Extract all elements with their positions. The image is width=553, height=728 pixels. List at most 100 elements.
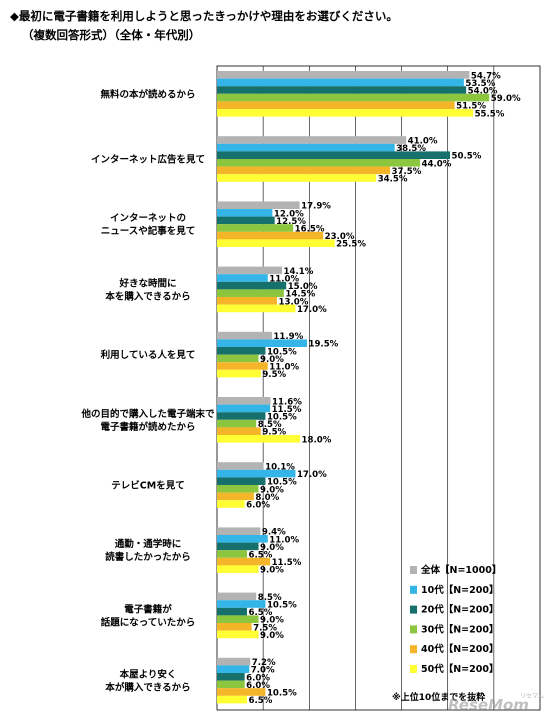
category-label: 通勤・通学時に [115, 538, 182, 550]
chart-title-line-2: （複数回答形式）（全体・年代別） [22, 28, 201, 42]
category-label: インターネット広告を見て [91, 154, 205, 166]
bar [217, 427, 261, 435]
bar [217, 485, 259, 493]
bar [217, 527, 261, 535]
bar [217, 542, 259, 551]
bar [217, 166, 391, 175]
legend-label: 40代【N=200】 [421, 643, 498, 655]
bar-value-label: 8.5% [258, 593, 282, 603]
legend-swatch [410, 605, 417, 614]
bar-value-label: 11.0% [269, 535, 299, 545]
bar [217, 600, 266, 608]
bar-value-label: 11.5% [272, 558, 302, 568]
bar-value-label: 18.0% [302, 435, 332, 445]
legend-swatch [410, 566, 417, 574]
bar [217, 500, 245, 508]
bar-value-label: 34.5% [378, 175, 408, 185]
bar [217, 281, 287, 290]
bar [217, 109, 474, 117]
bar-value-label: 9.0% [260, 355, 284, 365]
category-label: ニュースや記事を見て [101, 225, 196, 237]
bar-value-label: 11.9% [273, 332, 303, 342]
bar-value-label: 10.1% [265, 463, 295, 473]
legend-label: 全体【N=1000】 [420, 564, 501, 576]
legend-label: 50代【N=200】 [421, 663, 498, 675]
bar [217, 304, 296, 313]
bar [217, 688, 266, 696]
bar-value-label: 37.5% [392, 167, 422, 177]
legend-label: 10代【N=200】 [421, 584, 498, 596]
bar [217, 71, 470, 79]
bar-value-label: 6.0% [246, 681, 270, 691]
bar [217, 615, 259, 623]
bar-value-label: 14.5% [285, 290, 315, 300]
bar-value-label: 59.0% [491, 94, 521, 104]
bar [217, 592, 257, 601]
bar [217, 354, 259, 363]
bar-value-label: 19.5% [308, 340, 338, 350]
bar [217, 362, 268, 370]
bar-value-label: 10.5% [267, 689, 297, 699]
bar [217, 469, 296, 478]
bar-value-label: 9.5% [262, 428, 286, 438]
bar [217, 266, 283, 275]
bar-value-label: 50.5% [452, 152, 482, 162]
bar [217, 665, 250, 673]
bar-value-label: 9.0% [260, 566, 284, 576]
bar [217, 347, 266, 355]
category-label: 読書したかったから [105, 551, 191, 563]
bar-value-label: 17.9% [301, 202, 331, 212]
bar [217, 339, 307, 347]
bar-value-label: 14.1% [284, 267, 314, 277]
footnote: ※上位10位までを抜粋 [392, 693, 486, 703]
bar-value-label: 9.0% [260, 485, 284, 495]
bar-value-label: 6.0% [246, 501, 270, 511]
bar [217, 201, 300, 209]
bar-value-label: 11.6% [272, 397, 302, 407]
legend-label: 30代【N=200】 [421, 623, 498, 635]
legend-swatch [410, 645, 417, 654]
category-label: 電子書籍が読めたから [100, 421, 195, 433]
chart-title-line-1: ◆最初に電子書籍を利用しようと思ったきっかけや理由をお選びください。 [10, 9, 398, 23]
bar [217, 216, 275, 225]
bar [217, 369, 261, 378]
bar [217, 224, 294, 232]
category-label: 本屋より安く [120, 669, 177, 681]
bar-value-label: 23.0% [325, 232, 355, 242]
bar-value-label: 7.0% [251, 666, 275, 676]
legend-label: 20代【N=200】 [421, 604, 498, 616]
bar [217, 695, 247, 704]
bar-value-label: 53.5% [465, 79, 495, 89]
category-label: インターネットの [110, 212, 186, 224]
bar [217, 289, 284, 297]
bar-value-label: 17.0% [297, 470, 327, 480]
bar-value-label: 7.2% [252, 658, 276, 668]
bar [217, 492, 254, 501]
bar-value-label: 55.5% [475, 109, 505, 119]
bar-value-label: 6.5% [248, 608, 272, 618]
bar-value-label: 10.5% [267, 347, 297, 357]
bar [217, 419, 257, 428]
bar-value-label: 15.0% [288, 282, 318, 292]
bar [217, 174, 377, 182]
bar [217, 623, 252, 631]
bar [217, 86, 467, 94]
bar-value-label: 11.0% [269, 363, 299, 373]
bar-value-label: 11.0% [269, 275, 299, 285]
bar-value-label: 6.5% [248, 696, 272, 706]
bar-value-label: 25.5% [336, 240, 366, 250]
bar [217, 209, 273, 217]
category-label: 本を購入できるから [105, 290, 190, 302]
watermark-logo: ReseMom [448, 696, 529, 714]
bar-value-label: 7.5% [253, 623, 277, 633]
bar [217, 657, 251, 666]
bar [217, 101, 455, 109]
bar [217, 297, 277, 305]
bar [217, 331, 272, 340]
legend-swatch [410, 665, 417, 673]
bar [217, 673, 245, 681]
bar-value-label: 8.5% [258, 420, 282, 430]
bar-value-label: 6.0% [246, 673, 270, 683]
bar-value-label: 54.7% [471, 71, 501, 81]
